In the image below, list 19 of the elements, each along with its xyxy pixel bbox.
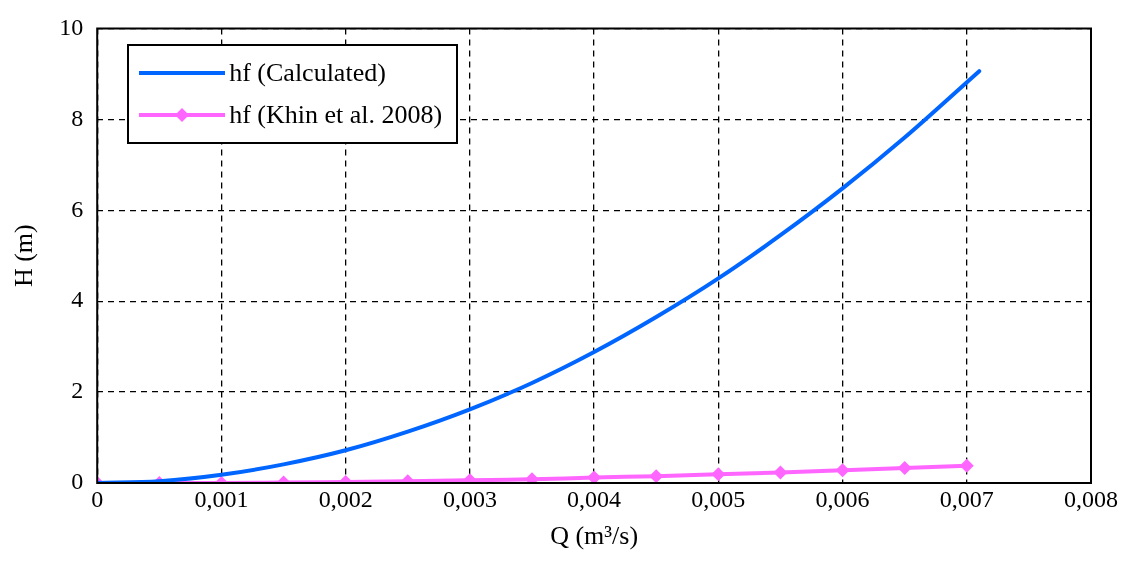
y-tick-label: 10 [59, 13, 84, 40]
y-tick-label: 6 [71, 195, 84, 222]
y-tick-label: 0 [71, 468, 84, 495]
y-axis-title: H (m) [9, 224, 39, 288]
x-tick-label: 0,004 [567, 485, 622, 512]
x-tick-label: 0,008 [1064, 485, 1118, 512]
x-tick-label: 0,002 [318, 485, 373, 512]
x-tick-label: 0,005 [691, 485, 746, 512]
legend-label: hf (Khin et al. 2008) [229, 99, 443, 132]
x-tick-label: 0,006 [815, 485, 870, 512]
x-axis-title: Q (m³/s) [550, 521, 639, 551]
y-tick-label: 4 [71, 286, 84, 313]
y-tick-label: 2 [71, 377, 84, 404]
x-tick-label: 0,007 [939, 485, 994, 512]
x-tick-label: 0 [91, 485, 104, 512]
legend-label: hf (Calculated) [229, 57, 386, 90]
y-tick-label: 8 [71, 104, 84, 131]
x-tick-label: 0,003 [442, 485, 497, 512]
x-tick-label: 0,001 [194, 485, 249, 512]
